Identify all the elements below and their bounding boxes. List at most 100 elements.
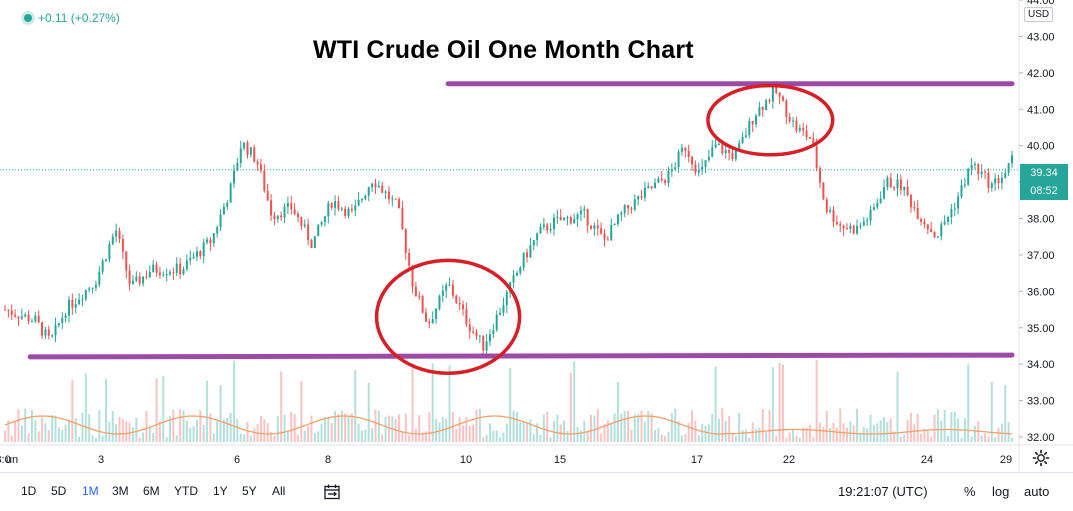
candle-body [650,186,653,189]
candle-body [839,224,842,226]
volume-bar [717,418,720,442]
volume-bar [411,367,414,442]
bottom-highlight-circle [374,258,522,376]
volume-bar [660,434,663,442]
candle-body [714,144,717,148]
candle-body [20,316,23,319]
candle-body [293,209,296,214]
volume-bar [947,435,950,442]
volume-bar [354,370,357,442]
timeframe-1d-button[interactable]: 1D [21,484,37,498]
candle-body [408,252,411,266]
candle-body [957,196,960,209]
volume-bar [330,422,333,442]
candle-body [226,202,229,207]
volume-bar [4,430,6,442]
volume-bar [691,410,694,442]
volume-bar [546,411,549,442]
candle-body [994,178,997,184]
candle-body [246,142,249,155]
volume-bar [360,430,363,442]
candle-body [788,116,791,122]
candle-body [462,304,465,310]
candle-body [819,168,822,183]
candle-body [842,225,845,229]
log-scale-toggle[interactable]: log [992,484,1010,499]
timeframe-all-button[interactable]: All [272,484,286,498]
candle-body [755,115,758,125]
volume-bar [91,435,94,442]
timeframe-3m-button[interactable]: 3M [112,484,129,498]
candle-body [913,207,916,209]
volume-bar [185,420,188,442]
volume-bar [556,414,559,442]
volume-bar [445,418,448,442]
timeframe-ytd-button[interactable]: YTD [174,484,198,498]
candle-body [1011,155,1013,164]
volume-bar [795,436,798,442]
volume-bar [175,435,178,442]
volume-bar [290,411,293,442]
timeframe-1m-button[interactable]: 1M [82,484,99,498]
candle-body [795,120,798,131]
volume-bar [933,414,936,442]
candle-body [317,224,320,237]
volume-bar [738,413,741,442]
volume-bar [778,362,781,442]
volume-bar [899,436,902,442]
candle-body [872,207,875,210]
candle-body [398,199,401,209]
candle-body [81,299,84,301]
candle-body [593,225,596,229]
candle-body [327,203,330,217]
timeframe-5y-button[interactable]: 5Y [242,484,257,498]
candle-body [741,136,744,143]
candle-body [765,100,768,111]
candle-body [613,224,616,226]
candle-body [51,335,54,337]
volume-bar [923,428,926,442]
volume-bar [313,432,316,442]
gear-icon[interactable] [1032,449,1050,467]
candle-body [522,252,525,268]
candle-body [1004,173,1007,178]
volume-bar [320,423,323,442]
volume-bar [997,427,1000,442]
candle-body [721,144,724,154]
currency-badge[interactable]: USD [1024,7,1054,22]
percent-scale-toggle[interactable]: % [964,484,976,499]
candle-body [933,231,936,238]
market-status-icon [24,14,32,22]
candle-body [323,216,326,223]
volume-bar [125,421,128,442]
volume-bar [1007,422,1010,442]
volume-bar [798,437,801,442]
volume-bar [819,422,822,442]
volume-bar [529,419,532,442]
candle-body [984,171,987,173]
candle-body [199,251,202,257]
candle-body [374,183,377,188]
volume-bar [67,420,70,442]
volume-bar [448,365,451,442]
status-row: +0.11 (+0.27%) [24,9,120,27]
auto-scale-toggle[interactable]: auto [1024,484,1050,499]
timeframe-1y-button[interactable]: 1Y [213,484,228,498]
candle-body [488,334,491,342]
utc-clock[interactable]: 19:21:07 (UTC) [838,484,928,499]
volume-bar [121,418,124,442]
candle-body [654,182,657,189]
volume-bar [903,434,906,442]
volume-bar [418,415,421,442]
volume-bar [78,436,81,442]
volume-bar [637,414,640,442]
candle-body [283,206,286,218]
price-chart[interactable]: 44.0043.0042.0041.0040.0039.0038.0037.00… [0,0,1073,472]
timeframe-5d-button[interactable]: 5D [51,484,67,498]
volume-bar [542,414,545,442]
calendar-range-icon[interactable] [323,483,341,501]
timeframe-6m-button[interactable]: 6M [143,484,160,498]
volume-bar [135,417,138,442]
candle-body [121,238,124,252]
volume-bar [317,431,320,442]
